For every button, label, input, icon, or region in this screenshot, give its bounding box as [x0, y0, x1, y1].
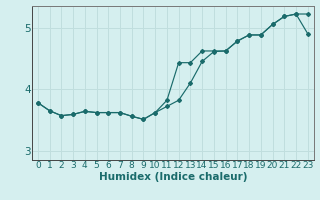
- X-axis label: Humidex (Indice chaleur): Humidex (Indice chaleur): [99, 172, 247, 182]
